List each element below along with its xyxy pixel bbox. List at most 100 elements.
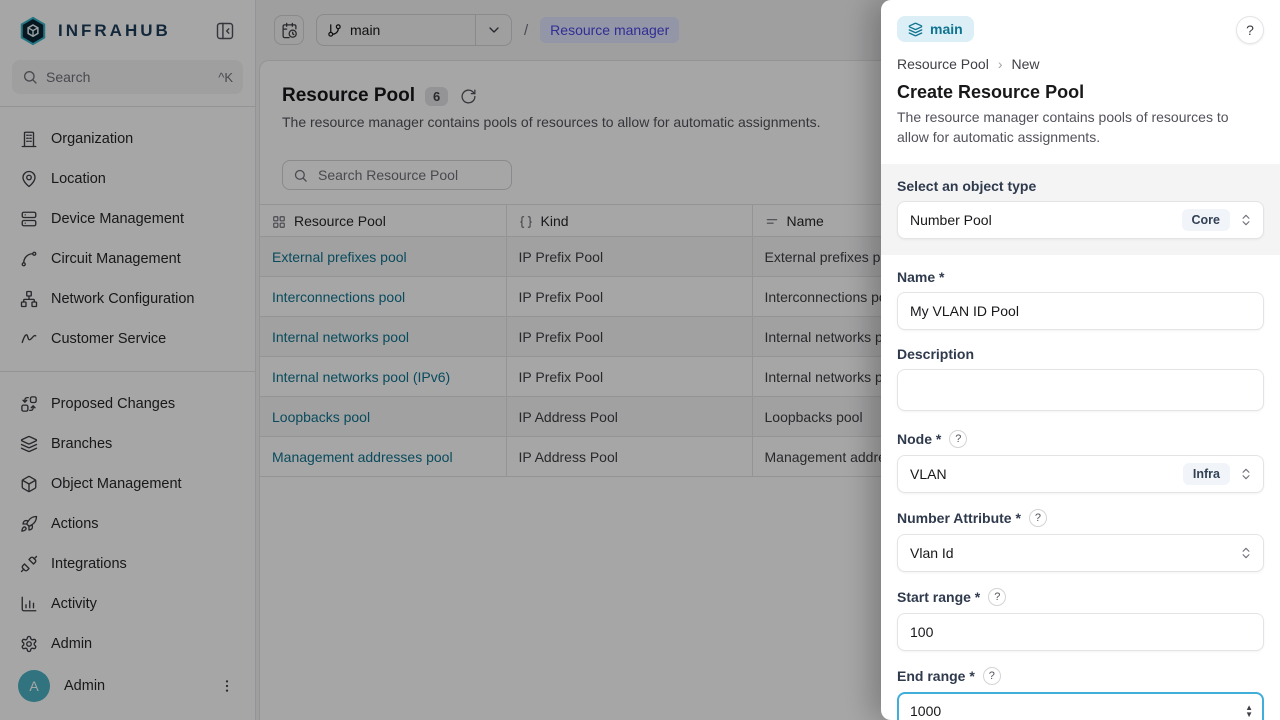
time-travel-button[interactable] — [274, 15, 304, 45]
end-range-label: End range * — [897, 667, 975, 684]
sidebar-search[interactable]: Search ^K — [12, 60, 243, 94]
customer-service-icon — [20, 330, 38, 348]
field-start-range: Start range * ? — [897, 587, 1264, 651]
nav-primary: Organization Location Device Manageme — [12, 119, 243, 359]
kind-cell: IP Address Pool — [506, 436, 753, 477]
sidebar-item-label: Device Management — [51, 211, 184, 227]
drawer-help-button[interactable]: ? — [1236, 16, 1264, 44]
sidebar-item-branches[interactable]: Branches — [12, 424, 243, 464]
text-lines-icon — [765, 215, 779, 229]
heading-row: Resource Pool 6 — [260, 85, 1280, 107]
search-placeholder: Search — [46, 69, 91, 85]
branch-badge: main — [897, 16, 974, 42]
rocket-icon — [20, 515, 38, 533]
pool-link[interactable]: Internal networks pool — [272, 328, 409, 345]
sidebar-item-label: Activity — [51, 596, 97, 612]
kind-cell: IP Prefix Pool — [506, 316, 753, 357]
number-spinner-icon[interactable]: ▲ ▼ — [1245, 702, 1253, 719]
sidebar-item-label: Integrations — [51, 556, 127, 572]
pool-link[interactable]: Internal networks pool (IPv6) — [272, 368, 451, 385]
sidebar-item-integrations[interactable]: Integrations — [12, 544, 243, 584]
server-icon — [20, 210, 38, 228]
description-input[interactable] — [897, 368, 1264, 411]
branch-name: main — [350, 22, 381, 38]
refresh-button[interactable] — [458, 86, 479, 107]
layers-icon — [20, 435, 38, 453]
start-range-help-icon[interactable]: ? — [988, 587, 1007, 606]
create-resource-pool-drawer: main ? Resource Pool › New Create Resour… — [881, 0, 1280, 720]
sidebar-item-proposed-changes[interactable]: Proposed Changes — [12, 384, 243, 424]
sidebar: INFRAHUB Search ^K — [0, 0, 256, 720]
sidebar-item-location[interactable]: Location — [12, 159, 243, 199]
user-row[interactable]: A Admin — [12, 664, 243, 710]
chevrons-up-down-icon — [1239, 213, 1253, 227]
user-name: Admin — [64, 678, 106, 694]
kind-cell: IP Prefix Pool — [506, 236, 753, 277]
kind-cell: IP Prefix Pool — [506, 276, 753, 317]
breadcrumb-new: New — [1011, 56, 1040, 72]
topbar: main / Resource manager — [256, 0, 1280, 60]
name-input[interactable] — [897, 291, 1264, 330]
object-type-label: Select an object type — [897, 177, 1037, 194]
drawer-title: Create Resource Pool — [897, 82, 1085, 102]
create-form: Name * Description Node * ? VLAN Infra — [881, 255, 1280, 720]
branch-selector[interactable]: main — [316, 14, 512, 46]
grid-icon — [272, 215, 286, 229]
end-range-input[interactable] — [897, 691, 1264, 720]
field-number-attribute: Number Attribute * ? Vlan Id — [897, 508, 1264, 572]
number-attribute-value: Vlan Id — [910, 544, 954, 561]
app-title: INFRAHUB — [58, 21, 171, 40]
search-input[interactable] — [316, 166, 501, 184]
pool-link[interactable]: Interconnections pool — [272, 288, 406, 305]
description-label: Description — [897, 345, 975, 362]
pool-link[interactable]: Management addresses pool — [272, 448, 453, 465]
infrahub-logo-icon — [18, 16, 48, 46]
column-header-resource-pool: Resource Pool — [260, 204, 507, 237]
sidebar-item-circuit-management[interactable]: Circuit Management — [12, 239, 243, 279]
column-header-kind: Kind — [506, 204, 753, 237]
refresh-icon — [460, 88, 477, 105]
core-badge: Core — [1181, 208, 1230, 231]
sidebar-item-customer-service[interactable]: Customer Service — [12, 319, 243, 359]
drawer-description: The resource manager contains pools of r… — [897, 109, 1229, 146]
end-range-help-icon[interactable]: ? — [982, 666, 1001, 685]
chevron-down-icon — [475, 15, 511, 45]
sidebar-item-admin[interactable]: Admin — [12, 624, 243, 664]
breadcrumb-chip-resource-manager[interactable]: Resource manager — [540, 17, 680, 43]
logo-row: INFRAHUB — [12, 14, 243, 60]
number-attribute-select[interactable]: Vlan Id — [897, 533, 1264, 572]
chevrons-up-down-icon — [1239, 467, 1253, 481]
user-menu-button[interactable] — [217, 676, 237, 696]
sidebar-item-label: Circuit Management — [51, 251, 181, 267]
sidebar-item-organization[interactable]: Organization — [12, 119, 243, 159]
node-select[interactable]: VLAN Infra — [897, 454, 1264, 493]
sidebar-item-label: Organization — [51, 131, 134, 147]
cube-icon — [20, 475, 38, 493]
breadcrumb-resource-pool[interactable]: Resource Pool — [897, 56, 989, 72]
table-search — [282, 160, 512, 190]
sidebar-item-device-management[interactable]: Device Management — [12, 199, 243, 239]
field-description: Description — [897, 346, 1264, 414]
map-pin-icon — [20, 170, 38, 188]
sidebar-item-label: Object Management — [51, 476, 182, 492]
pool-link[interactable]: Loopbacks pool — [272, 408, 371, 425]
sidebar-item-object-management[interactable]: Object Management — [12, 464, 243, 504]
object-type-select[interactable]: Number Pool Core — [897, 200, 1264, 239]
chevrons-up-down-icon — [1239, 546, 1253, 560]
number-attribute-help-icon[interactable]: ? — [1028, 508, 1047, 527]
count-badge: 6 — [425, 86, 449, 106]
search-shortcut: ^K — [218, 69, 233, 85]
gear-icon — [20, 635, 38, 653]
route-icon — [20, 250, 38, 268]
start-range-input[interactable] — [897, 612, 1264, 651]
pool-link[interactable]: External prefixes pool — [272, 248, 407, 265]
sidebar-collapse-button[interactable] — [213, 19, 237, 43]
sidebar-item-activity[interactable]: Activity — [12, 584, 243, 624]
node-help-icon[interactable]: ? — [949, 429, 968, 448]
sidebar-item-label: Proposed Changes — [51, 396, 176, 412]
sidebar-item-actions[interactable]: Actions — [12, 504, 243, 544]
start-range-label: Start range * — [897, 588, 981, 605]
calendar-clock-icon — [281, 22, 298, 39]
object-type-value: Number Pool — [910, 211, 992, 228]
sidebar-item-network-configuration[interactable]: Network Configuration — [12, 279, 243, 319]
